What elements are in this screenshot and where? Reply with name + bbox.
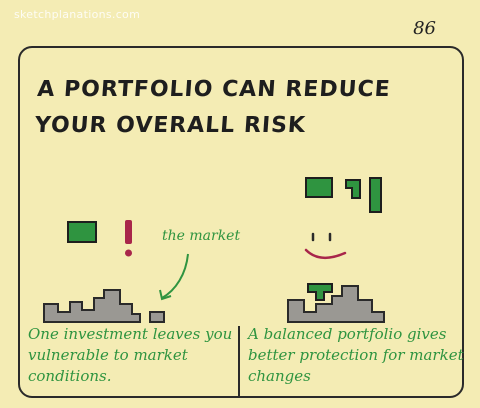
left-caption: One investment leaves you vulnerable to … bbox=[28, 325, 233, 385]
exclamation-icon bbox=[125, 220, 132, 257]
watermark-text: sketchplanations.com bbox=[14, 8, 141, 21]
market-label: the market bbox=[162, 228, 241, 244]
panel-divider bbox=[238, 326, 240, 396]
single-investment-square bbox=[67, 221, 97, 243]
portfolio-bar bbox=[369, 177, 382, 213]
portfolio-t-piece bbox=[307, 283, 333, 301]
portfolio-square bbox=[305, 177, 333, 198]
market-blocks-right bbox=[287, 285, 385, 323]
smiley-face-icon bbox=[304, 232, 347, 259]
sketch-card bbox=[18, 46, 464, 398]
market-arrow-icon bbox=[161, 253, 189, 299]
page-number: 86 bbox=[413, 18, 436, 39]
portfolio-hook-piece bbox=[345, 179, 361, 199]
market-blocks-left bbox=[43, 289, 165, 323]
right-caption: A balanced portfolio gives better protec… bbox=[248, 325, 464, 385]
